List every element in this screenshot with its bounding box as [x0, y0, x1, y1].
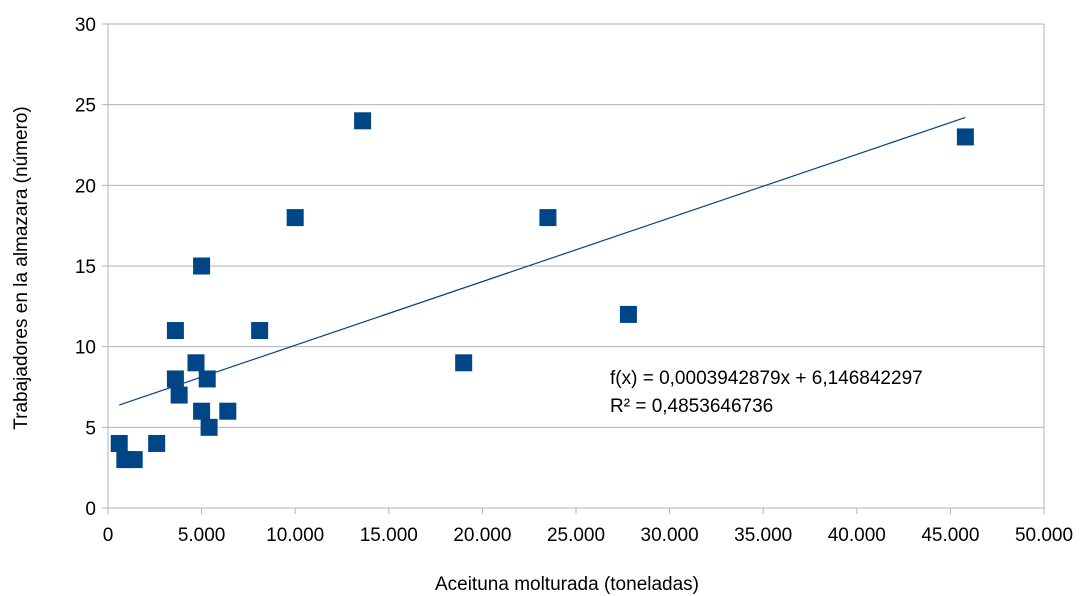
data-point [148, 434, 166, 452]
trendline-group [119, 116, 966, 406]
trendline-equation: f(x) = 0,0003942879x + 6,146842297 [610, 368, 923, 389]
x-axis-title: Aceituna molturada (toneladas) [435, 574, 699, 595]
data-point [125, 451, 143, 469]
data-point [956, 128, 974, 146]
x-tick-label: 0 [103, 525, 114, 546]
x-tick-labels: 0 5.000 10.000 15.000 20.000 25.000 30.000 35.0… [103, 525, 1073, 546]
data-point [193, 257, 211, 275]
data-point [619, 305, 637, 323]
x-tick-label: 45.000 [921, 525, 979, 546]
y-tick-label: 30 [75, 15, 96, 36]
data-point [187, 354, 205, 372]
y-tick-label: 5 [85, 418, 96, 439]
y-tick-label: 25 [75, 96, 96, 117]
data-point [166, 370, 184, 388]
data-point [170, 386, 188, 404]
data-point [286, 209, 304, 227]
data-points [110, 112, 974, 469]
axes [102, 23, 1045, 514]
data-point [110, 434, 128, 452]
data-point [354, 112, 372, 130]
data-point [539, 209, 557, 227]
x-tick-label: 25.000 [547, 525, 605, 546]
y-tick-label: 10 [75, 338, 96, 359]
x-tick-label: 30.000 [641, 525, 699, 546]
data-point [198, 370, 216, 388]
x-tick-label: 20.000 [453, 525, 511, 546]
data-point [251, 322, 269, 340]
data-point [193, 402, 211, 420]
y-tick-label: 15 [75, 257, 96, 278]
y-axis-title: Trabajadores en la almazara (número) [11, 106, 32, 430]
y-tick-labels: 0 5 10 15 20 25 30 [75, 15, 96, 520]
trendline [119, 116, 966, 406]
x-tick-label: 5.000 [178, 525, 226, 546]
x-tick-label: 15.000 [360, 525, 418, 546]
data-point [219, 402, 237, 420]
x-tick-label: 35.000 [734, 525, 792, 546]
y-tick-label: 20 [75, 176, 96, 197]
x-tick-label: 10.000 [266, 525, 324, 546]
data-point [455, 354, 473, 372]
grid-lines [108, 23, 1044, 509]
data-point [200, 418, 218, 436]
data-point [166, 322, 184, 340]
x-tick-label: 40.000 [828, 525, 886, 546]
r-squared-label: R² = 0,4853646736 [610, 396, 773, 417]
y-tick-label: 0 [85, 499, 96, 520]
x-tick-label: 50.000 [1015, 525, 1073, 546]
